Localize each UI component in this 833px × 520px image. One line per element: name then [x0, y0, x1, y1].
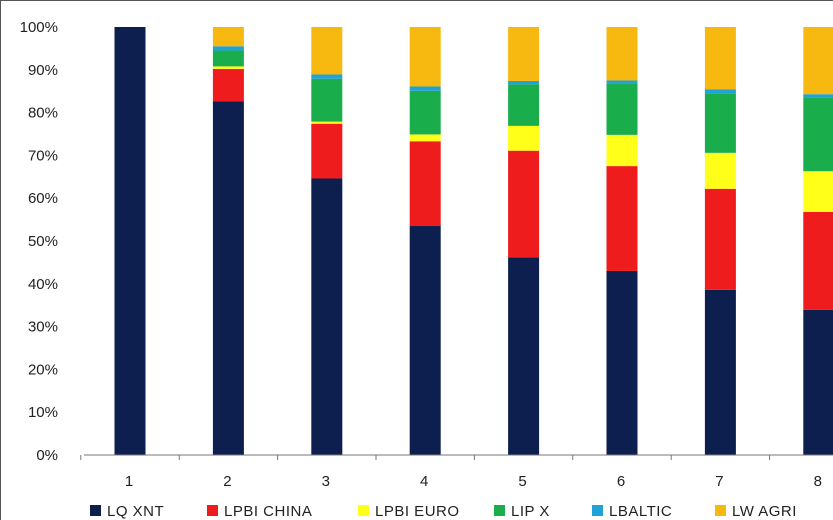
bar-segment	[409, 134, 441, 142]
bar-segment	[803, 211, 833, 310]
bar-segment	[803, 94, 833, 98]
bar-segment	[803, 97, 833, 172]
legend-label: LW AGRI	[732, 503, 797, 520]
bar-segment	[704, 289, 736, 455]
bar-segment	[311, 121, 343, 124]
legend-label: LPBI CHINA	[224, 503, 312, 520]
bar-segment	[409, 226, 441, 455]
x-axis: 1 2 3 4 5 6 7 8	[80, 454, 833, 490]
y-axis: 0% 10% 20% 30% 40% 50% 60% 70% 80% 90% 100%	[20, 19, 58, 464]
y-tick-label: 80%	[28, 105, 58, 122]
bar-segment	[803, 27, 833, 95]
bar-segment	[311, 78, 343, 122]
bar-segment	[212, 50, 244, 67]
x-tick-label: 3	[322, 473, 330, 490]
bar-segment	[212, 27, 244, 47]
y-tick-label: 30%	[28, 319, 58, 336]
bar-segment	[409, 86, 441, 91]
bar-segment	[606, 166, 638, 271]
bar-segment	[606, 83, 638, 135]
bar-segment	[803, 171, 833, 212]
bar-segment	[508, 27, 540, 81]
bar-segment	[409, 90, 441, 135]
bar-segment	[704, 93, 736, 153]
bar-segment	[606, 80, 638, 84]
bar-segment	[508, 80, 540, 85]
bar-segment	[606, 270, 638, 455]
legend-label: LBALTIC	[609, 503, 672, 520]
bars	[114, 27, 833, 456]
bar-segment	[311, 178, 343, 455]
bar-segment	[212, 68, 244, 102]
y-tick-label: 20%	[28, 361, 58, 378]
x-tick-label: 7	[715, 473, 723, 490]
bar-segment	[704, 89, 736, 94]
bar-segment	[508, 257, 540, 455]
legend-swatch	[207, 505, 218, 516]
bar-segment	[803, 309, 833, 455]
bar-segment	[508, 84, 540, 126]
legend-label: LIP X	[511, 503, 550, 520]
y-tick-label: 60%	[28, 190, 58, 207]
bar-segment	[212, 101, 244, 456]
legend-swatch	[715, 505, 726, 516]
bar-segment	[508, 150, 540, 258]
bar-segment	[212, 46, 244, 51]
legend-swatch	[358, 505, 369, 516]
bar-segment	[409, 27, 441, 87]
bar-segment	[212, 66, 244, 69]
x-tick-label: 2	[223, 473, 231, 490]
bar-segment	[704, 188, 736, 290]
bar-segment	[704, 152, 736, 189]
legend: LQ XNT LPBI CHINA LPBI EURO LIP X LBALTIC LW …	[90, 503, 797, 520]
bar-segment	[606, 134, 638, 167]
y-tick-label: 0%	[36, 447, 58, 464]
y-tick-label: 50%	[28, 233, 58, 250]
x-tick-label: 1	[125, 473, 133, 490]
bar-segment	[409, 141, 441, 227]
x-tick-label: 8	[814, 473, 822, 490]
bar-segment	[508, 125, 540, 151]
bar-segment	[606, 27, 638, 81]
legend-swatch	[90, 505, 101, 516]
bar-segment	[311, 123, 343, 179]
bar-segment	[114, 27, 146, 455]
legend-swatch	[494, 505, 505, 516]
legend-swatch	[592, 505, 603, 516]
bar-segment	[704, 27, 736, 90]
x-tick-label: 5	[518, 473, 526, 490]
y-tick-label: 70%	[28, 147, 58, 164]
y-tick-label: 10%	[28, 404, 58, 421]
bar-segment	[311, 27, 343, 75]
y-tick-label: 90%	[28, 62, 58, 79]
legend-label: LQ XNT	[107, 503, 164, 520]
y-tick-label: 100%	[20, 19, 58, 36]
x-tick-label: 6	[617, 473, 625, 490]
legend-label: LPBI EURO	[375, 503, 460, 520]
y-tick-label: 40%	[28, 276, 58, 293]
x-tick-label: 4	[420, 473, 428, 490]
bar-segment	[311, 74, 343, 79]
